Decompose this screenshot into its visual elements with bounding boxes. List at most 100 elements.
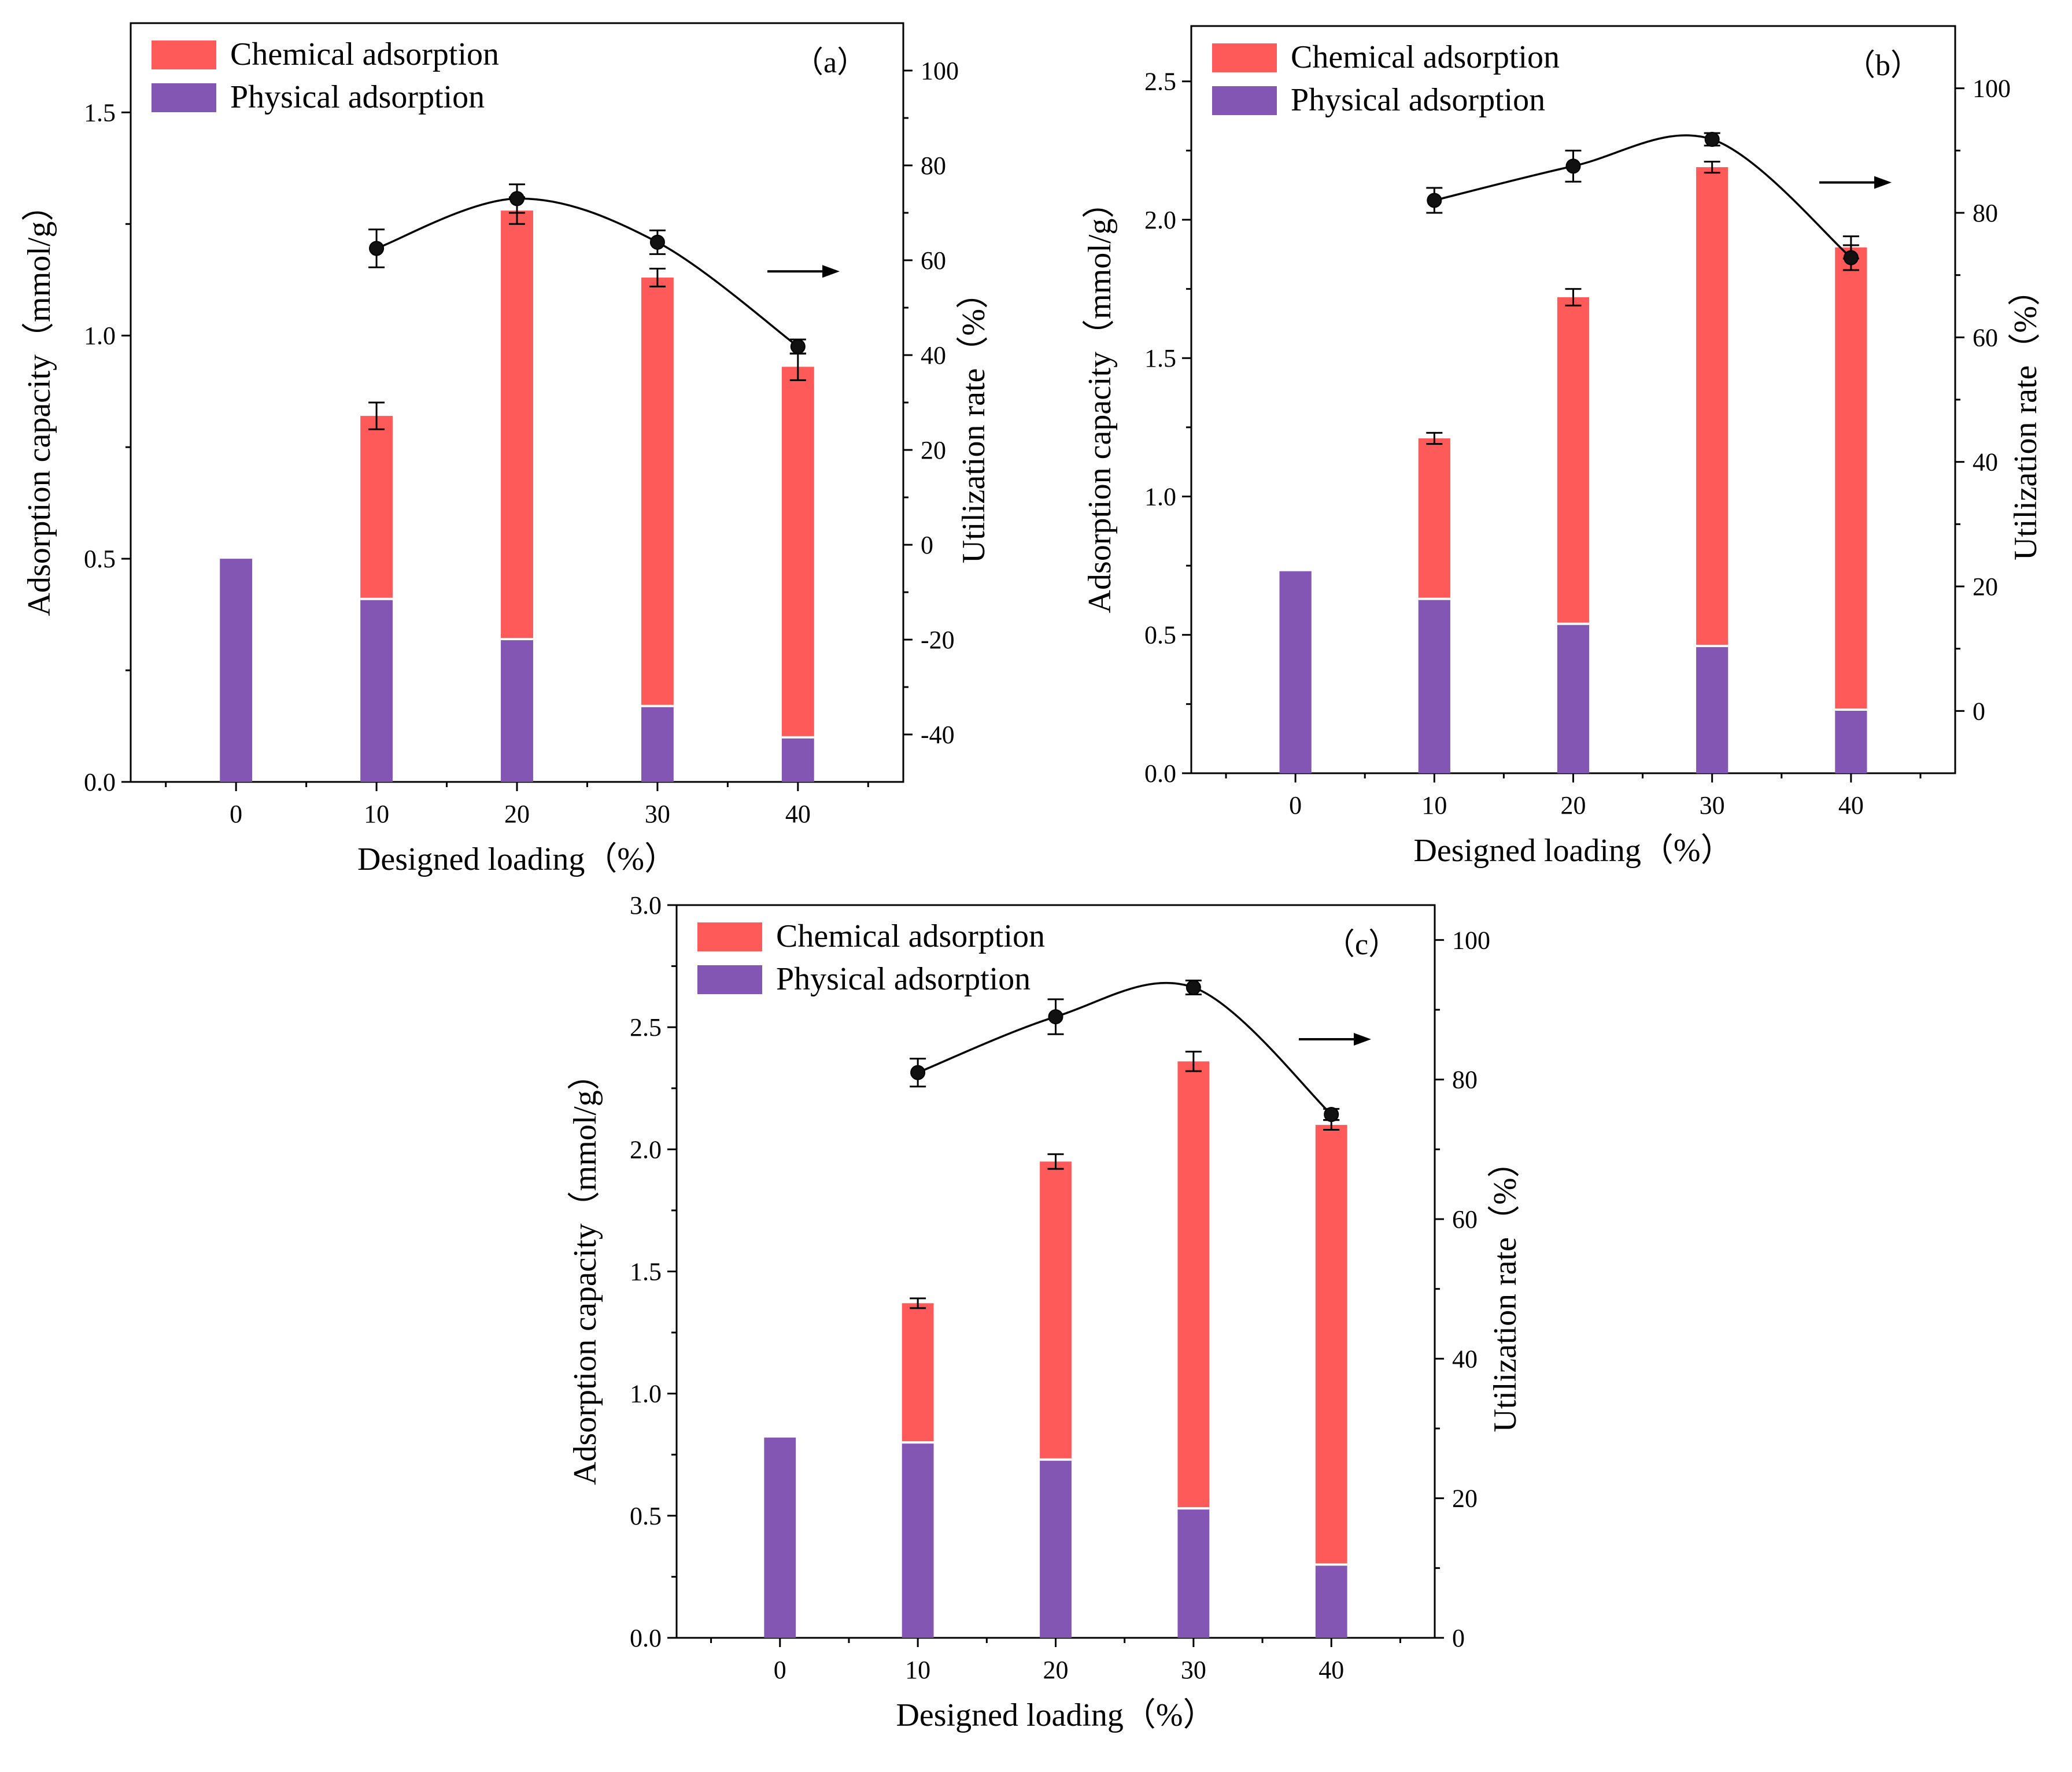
y2-tick-label: 80 <box>1973 199 1998 227</box>
right-axis-arrow-head <box>1354 1033 1371 1046</box>
y2-tick-label: -40 <box>921 721 955 749</box>
bar-physical <box>641 706 674 782</box>
bar-chemical <box>1835 247 1867 710</box>
panel-label: （b） <box>1845 49 1920 82</box>
bar-physical <box>1696 645 1728 773</box>
y-axis-title: Adsorption capacity（mmol/g） <box>567 1058 603 1485</box>
x-tick-label: 40 <box>1318 1656 1344 1684</box>
y2-tick-label: 0 <box>1452 1624 1465 1652</box>
bar-chemical <box>360 416 393 599</box>
chart-panel-a: 0 10 20 30 40 0.0 0.5 1.0 1.5 -40 -20 0 20 40 60 80 100 D… <box>21 22 992 877</box>
legend-label-chemical: Chemical adsorption <box>776 918 1045 954</box>
utilization-line <box>1434 134 1852 259</box>
y2-tick-label: 20 <box>921 436 946 464</box>
y2-axis-title: Utilization rate（%） <box>2008 274 2044 560</box>
bar-physical <box>1557 623 1590 773</box>
y-tick-label: 3.0 <box>630 891 662 920</box>
bar-chemical <box>1418 438 1450 599</box>
y2-tick-label: 100 <box>921 57 959 85</box>
x-tick-label: 20 <box>504 800 530 828</box>
bar-chemical <box>1696 167 1728 646</box>
right-axis-arrow-head <box>1874 176 1892 189</box>
y-tick-label: 1.5 <box>1144 344 1176 372</box>
utilization-point <box>1704 131 1720 147</box>
y2-tick-label: 20 <box>1452 1485 1478 1513</box>
y-tick-label: 2.0 <box>630 1135 662 1164</box>
panel-label: （c） <box>1325 928 1398 961</box>
panel-label: （a） <box>793 46 867 79</box>
x-tick-label: 10 <box>905 1656 930 1684</box>
x-tick-label: 30 <box>1181 1656 1206 1684</box>
y2-axis-title: Utilization rate（%） <box>1487 1145 1523 1432</box>
y2-tick-label: 60 <box>1973 323 1998 352</box>
y-tick-label: 0.5 <box>630 1502 662 1530</box>
y2-tick-label: 80 <box>1452 1066 1478 1094</box>
bar-physical <box>1418 599 1450 773</box>
y-axis-title: Adsorption capacity（mmol/g） <box>1082 186 1118 614</box>
bar-physical <box>360 599 393 782</box>
y-tick-label: 1.0 <box>1144 482 1176 511</box>
chart-panel-b: 0 10 20 30 40 0.0 0.5 1.0 1.5 2.0 2.5 0 20 40 60 80 100 D… <box>1082 25 2044 869</box>
legend-swatch-physical <box>697 965 762 994</box>
bar-chemical <box>1177 1061 1210 1509</box>
utilization-point <box>1185 980 1201 995</box>
y-tick-label: 1.0 <box>84 322 116 350</box>
bar-chemical <box>1557 297 1590 624</box>
bar-physical <box>902 1442 934 1638</box>
x-tick-label: 40 <box>1838 791 1864 819</box>
y-tick-label: 1.0 <box>630 1380 662 1408</box>
legend-swatch-physical <box>152 83 216 112</box>
chart-panel-c: 0 10 20 30 40 0.0 0.5 1.0 1.5 2.0 2.5 3.0 0 20 40 60 80 1… <box>567 891 1523 1733</box>
y2-tick-label: 60 <box>921 246 946 275</box>
legend-label-physical: Physical adsorption <box>1291 82 1545 118</box>
bar-physical <box>1315 1564 1347 1638</box>
bar-physical <box>220 559 253 782</box>
x-tick-label: 10 <box>1421 791 1447 819</box>
utilization-point <box>1843 250 1859 265</box>
y-tick-label: 0.0 <box>630 1624 662 1652</box>
legend-swatch-chemical <box>152 40 216 69</box>
legend-label-chemical: Chemical adsorption <box>230 36 499 72</box>
bar-physical <box>1040 1459 1072 1638</box>
bar-chemical <box>501 211 533 640</box>
bar-physical <box>1835 709 1867 773</box>
x-tick-label: 10 <box>364 800 389 828</box>
x-tick-label: 40 <box>785 800 811 828</box>
bar-physical <box>764 1437 796 1638</box>
legend-swatch-chemical <box>1212 43 1277 72</box>
utilization-point <box>790 339 806 355</box>
x-tick-label: 20 <box>1043 1656 1069 1684</box>
bar-physical <box>1279 571 1312 773</box>
bar-chemical <box>1315 1125 1347 1565</box>
y2-tick-label: 0 <box>1973 697 1985 725</box>
y2-tick-label: 40 <box>1973 448 1998 477</box>
x-axis-title: Designed loading（%） <box>357 841 677 877</box>
utilization-point <box>369 241 385 256</box>
x-tick-label: 0 <box>230 800 242 828</box>
y-tick-label: 2.0 <box>1144 206 1176 234</box>
y2-tick-label: -20 <box>921 626 955 654</box>
utilization-point <box>1427 193 1442 208</box>
y2-tick-label: 100 <box>1452 926 1490 954</box>
y2-axis-title: Utilization rate（%） <box>956 276 992 563</box>
y-axis-title: Adsorption capacity（mmol/g） <box>21 189 57 616</box>
bar-chemical <box>641 277 674 706</box>
utilization-point <box>509 191 525 206</box>
x-tick-label: 0 <box>774 1656 786 1684</box>
y2-tick-label: 20 <box>1973 573 1998 601</box>
bar-chemical <box>902 1303 934 1443</box>
y-tick-label: 2.5 <box>1144 68 1176 96</box>
y2-tick-label: 40 <box>921 341 946 370</box>
y-tick-label: 0.5 <box>84 545 116 573</box>
utilization-point <box>1324 1107 1339 1122</box>
bar-physical <box>1177 1508 1210 1638</box>
x-tick-label: 30 <box>645 800 670 828</box>
right-axis-arrow-head <box>822 265 840 278</box>
y-tick-label: 0.0 <box>1144 759 1176 788</box>
y-tick-label: 0.5 <box>1144 621 1176 649</box>
y-tick-label: 1.5 <box>630 1258 662 1286</box>
y2-tick-label: 0 <box>921 531 933 559</box>
y-tick-label: 0.0 <box>84 768 116 796</box>
legend-label-chemical: Chemical adsorption <box>1291 39 1560 75</box>
